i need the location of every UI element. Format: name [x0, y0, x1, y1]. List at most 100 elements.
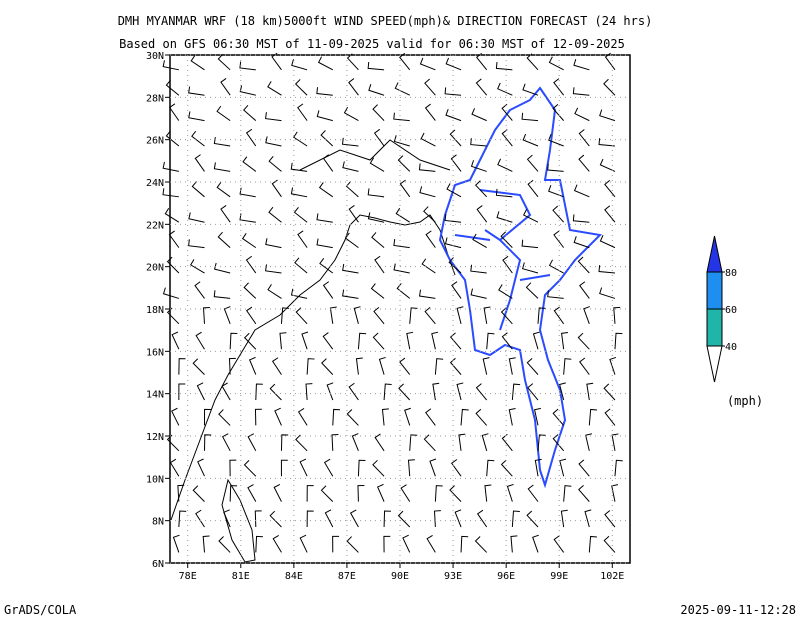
- wind-barb: [316, 213, 333, 223]
- wind-barb: [458, 433, 466, 451]
- wind-barb: [614, 459, 623, 477]
- wind-barb: [460, 408, 469, 426]
- wind-barb: [604, 205, 616, 223]
- wind-barb: [445, 57, 462, 71]
- wind-barb: [482, 357, 490, 375]
- wind-barb: [343, 106, 359, 122]
- wind-barb: [525, 282, 539, 299]
- colorbar-label: 60: [725, 305, 737, 316]
- wind-barb: [229, 459, 237, 477]
- x-tick-label: 93E: [444, 571, 462, 582]
- wind-barb: [533, 407, 541, 426]
- wind-barb: [500, 307, 513, 325]
- wind-barb: [191, 130, 205, 147]
- wind-barb: [397, 510, 411, 528]
- wind-barb: [450, 154, 462, 172]
- wind-barb: [245, 255, 257, 274]
- wind-barb: [355, 357, 363, 375]
- wind-barb: [357, 459, 366, 477]
- wind-barb: [305, 383, 313, 401]
- wind-barb: [221, 382, 231, 401]
- wind-barb: [603, 383, 616, 401]
- wind-barb: [431, 331, 439, 350]
- wind-barb: [450, 459, 462, 477]
- wind-barb: [498, 284, 513, 299]
- wind-barb: [367, 61, 385, 71]
- wind-barb: [501, 129, 513, 147]
- wind-barb: [294, 257, 308, 274]
- wind-barb: [255, 535, 263, 553]
- wind-barb: [322, 154, 334, 172]
- wind-barb: [425, 408, 436, 426]
- wind-barb: [320, 485, 334, 502]
- wind-barb: [578, 459, 590, 477]
- wind-barb: [218, 409, 231, 426]
- wind-barb: [475, 408, 488, 426]
- wind-barb: [598, 138, 616, 147]
- wind-barb: [322, 332, 334, 350]
- wind-barb: [297, 103, 308, 121]
- wind-barb: [291, 59, 308, 71]
- wind-barb: [378, 356, 386, 375]
- wind-barb: [502, 255, 513, 274]
- wind-barb: [348, 205, 359, 223]
- wind-barb: [171, 407, 180, 426]
- wind-barb: [399, 179, 411, 198]
- wind-barb: [228, 357, 236, 375]
- wind-barb: [194, 154, 205, 172]
- wind-barb: [419, 57, 436, 71]
- wind-barb: [609, 356, 617, 375]
- wind-barb: [274, 407, 282, 426]
- wind-barb: [297, 230, 308, 248]
- wind-barb: [197, 458, 205, 477]
- wind-barb: [449, 357, 462, 375]
- wind-barb: [165, 79, 180, 96]
- wind-barb: [299, 534, 308, 553]
- wind-barb: [500, 459, 513, 477]
- wind-barb: [204, 434, 212, 451]
- wind-barb: [178, 358, 186, 375]
- wind-barb: [171, 331, 180, 350]
- wind-barb: [345, 181, 359, 198]
- wind-barb: [243, 332, 257, 350]
- wind-barb: [290, 187, 308, 198]
- wind-barb: [265, 136, 282, 147]
- wind-barb: [586, 382, 594, 401]
- wind-barb: [578, 484, 590, 502]
- wind-barb: [271, 357, 282, 375]
- wind-barb: [373, 306, 385, 325]
- wind-barb: [424, 307, 436, 325]
- wind-barb: [381, 408, 389, 426]
- wind-barb: [563, 358, 572, 375]
- wind-barb: [195, 509, 205, 528]
- wind-barb: [483, 306, 491, 324]
- wind-barb: [373, 128, 385, 147]
- wind-barb: [449, 485, 462, 502]
- wind-barb: [216, 181, 231, 198]
- wind-barb: [599, 158, 616, 172]
- wind-barb: [383, 535, 391, 553]
- wind-barb: [470, 288, 487, 299]
- x-tick-label: 102E: [600, 571, 624, 582]
- wind-barb: [547, 163, 564, 172]
- wind-barb: [446, 183, 462, 198]
- wind-barb: [495, 61, 513, 71]
- wind-barb: [202, 306, 210, 324]
- wind-barb: [190, 259, 205, 274]
- wind-barb: [342, 161, 359, 172]
- wind-barb: [508, 407, 516, 426]
- wind-barb: [346, 536, 359, 553]
- wind-barb: [521, 239, 539, 249]
- y-tick-label: 12N: [146, 432, 164, 443]
- wind-barb: [294, 79, 308, 96]
- wind-barb: [370, 283, 385, 299]
- wind-barb: [326, 382, 334, 401]
- wind-barb: [522, 83, 539, 96]
- wind-barb: [583, 306, 590, 324]
- wind-barb: [419, 186, 436, 198]
- wind-barb: [495, 188, 513, 198]
- wind-barb: [614, 332, 623, 350]
- colorbar-segment: [706, 271, 723, 310]
- wind-barb: [223, 509, 231, 528]
